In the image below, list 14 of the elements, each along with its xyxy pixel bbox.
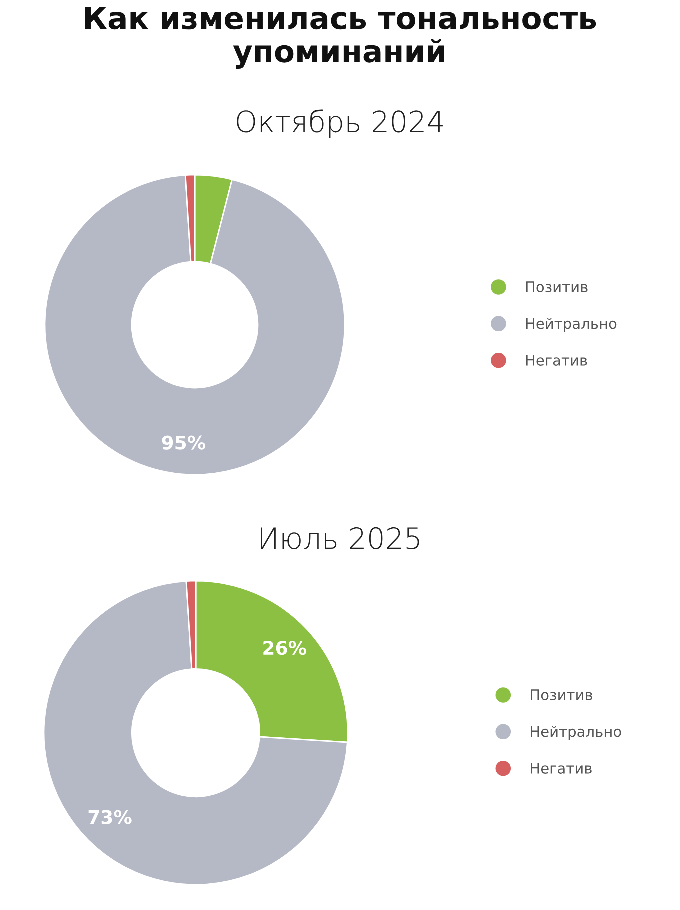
legend-label: Негатив <box>526 355 588 366</box>
data-label: 95% <box>162 436 206 450</box>
chart-title: Как изменилась тональность упоминаний <box>85 6 596 70</box>
chart-subtitle: Июль 2025 <box>261 527 420 550</box>
legend-label: Нейтрально <box>531 726 622 740</box>
chart-subtitle: Октябрь 2024 <box>237 110 443 138</box>
legend-label: Позитив <box>526 282 588 293</box>
donut-slice <box>44 174 346 476</box>
data-label: 26% <box>264 641 306 656</box>
legend-label: Позитив <box>531 690 592 701</box>
legend-label: Нейтрально <box>526 318 617 332</box>
data-label: 73% <box>88 810 132 824</box>
donut-slice <box>43 580 348 886</box>
legend-label: Негатив <box>531 763 592 774</box>
